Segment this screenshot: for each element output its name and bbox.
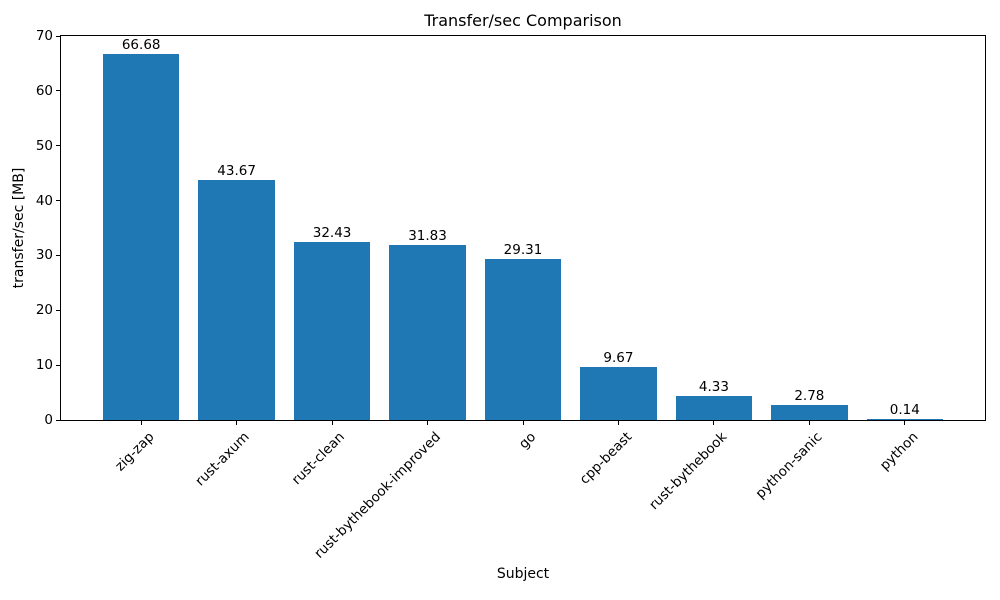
y-tick-label: 40 <box>35 192 53 209</box>
bar-value-label: 43.67 <box>217 163 256 180</box>
bar-rust-bythebook <box>675 396 753 420</box>
bar-value-label: 4.33 <box>698 379 729 396</box>
y-tick-label: 20 <box>35 302 53 319</box>
x-tick-label: rust-bythebook <box>646 429 731 514</box>
y-tick-mark <box>56 200 60 202</box>
bar-rust-clean <box>293 242 371 420</box>
y-tick-label: 0 <box>44 412 53 428</box>
bar-value-label: 29.31 <box>503 242 543 259</box>
y-tick-mark <box>56 145 60 147</box>
x-tick-label: zig-zap <box>112 429 158 475</box>
y-tick-label: 30 <box>35 247 53 264</box>
y-tick-label: 10 <box>35 357 53 374</box>
x-tick-mark <box>713 421 715 425</box>
y-tick-label: 70 <box>35 28 53 44</box>
x-tick-label: cpp-beast <box>576 429 635 488</box>
y-tick-label: 50 <box>35 137 53 154</box>
x-tick-mark <box>522 421 524 425</box>
x-tick-mark <box>617 421 619 425</box>
bar-zig-zap <box>103 54 180 420</box>
y-tick-mark <box>56 254 60 256</box>
x-tick-mark <box>427 421 429 425</box>
x-tick-mark <box>236 421 238 425</box>
bar-value-label: 2.78 <box>794 387 825 404</box>
bar-rust-axum <box>198 180 275 420</box>
y-tick-mark <box>56 309 60 311</box>
plot-area: 66.68 43.67 32.43 31.83 29.31 9.67 4.33 2.78 0.1… <box>60 35 986 421</box>
y-tick-mark <box>56 419 60 421</box>
bar-go <box>484 259 562 420</box>
y-tick-mark <box>56 90 60 92</box>
x-tick-mark <box>140 421 142 425</box>
x-tick-mark <box>331 421 333 425</box>
bar-value-label: 0.14 <box>889 402 920 419</box>
x-axis-label: Subject <box>496 566 550 582</box>
x-tick-label: rust-axum <box>192 429 253 490</box>
bar-value-label: 31.83 <box>408 228 447 245</box>
bar-cpp-beast <box>580 366 657 420</box>
bar-value-label: 32.43 <box>312 225 352 242</box>
y-axis-label: transfer/sec [MB] <box>11 167 27 289</box>
bar-value-label: 9.67 <box>603 349 634 366</box>
x-tick-label: rust-clean <box>289 429 349 489</box>
bar-python <box>866 419 943 420</box>
x-tick-label: python <box>876 429 922 474</box>
x-tick-mark <box>808 421 810 425</box>
x-tick-mark <box>904 421 906 425</box>
y-tick-label: 60 <box>35 82 53 99</box>
bar-value-label: 66.68 <box>121 37 161 54</box>
bar-rust-bythebook-improved <box>389 245 466 420</box>
y-tick-mark <box>56 35 60 37</box>
y-tick-mark <box>56 364 60 366</box>
x-tick-label: python-sanic <box>752 429 826 502</box>
x-tick-label: go <box>516 429 540 453</box>
chart-title: Transfer/sec Comparison <box>424 11 622 30</box>
bar-python-sanic <box>771 404 848 420</box>
